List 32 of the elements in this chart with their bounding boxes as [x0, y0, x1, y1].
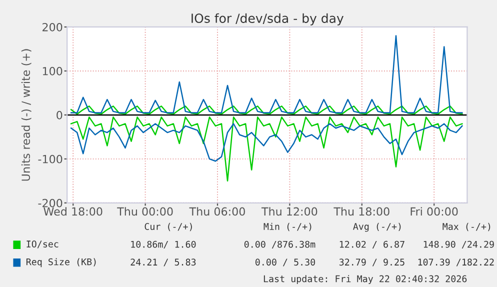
y-tick-label: 0	[56, 110, 62, 120]
x-tick-label: Thu 18:00	[334, 207, 390, 216]
x-tick-label: Wed 18:00	[44, 207, 102, 216]
legend-label: IO/sec	[26, 240, 58, 248]
text: 32.79 / 9.25	[339, 258, 404, 266]
y-tick-label: -200	[38, 198, 62, 208]
line-series	[70, 35, 463, 114]
text: Min (-/+)	[264, 222, 312, 232]
text: 107.39 /182.22	[418, 258, 494, 266]
y-axis-title: Units read (-) / write (+)	[21, 49, 32, 181]
x-tick-label: Thu 12:00	[261, 207, 318, 216]
text: Max (-/+)	[442, 222, 490, 232]
text: Avg (-/+)	[353, 222, 401, 232]
text: 0.00 /876.38m	[244, 240, 316, 249]
text: 12.02 / 6.87	[340, 240, 404, 249]
x-tick-label: Fri 00:00	[410, 207, 458, 216]
chart-title: IOs for /dev/sda - by day	[192, 13, 344, 26]
line-series	[70, 123, 463, 162]
line-series	[70, 116, 463, 182]
legend-label: Req Size (KB)	[26, 258, 96, 268]
text: Cur (-/+)	[144, 222, 192, 232]
x-tick-label: Thu 00:00	[117, 207, 173, 216]
text: Last update: Fri May 22 02:40:32 2026	[264, 275, 467, 284]
text: 0.00 / 5.30	[255, 258, 315, 266]
text: 10.86m/ 1.60	[131, 240, 196, 249]
text: 148.90 /24.29	[424, 240, 494, 249]
y-tick-label: 100	[42, 66, 62, 76]
text: 24.21 / 5.83	[130, 258, 196, 266]
line-series	[70, 106, 463, 115]
y-tick-label: -100	[38, 154, 62, 164]
y-tick-label: 200	[42, 22, 62, 32]
x-tick-label: Thu 06:00	[189, 207, 245, 216]
